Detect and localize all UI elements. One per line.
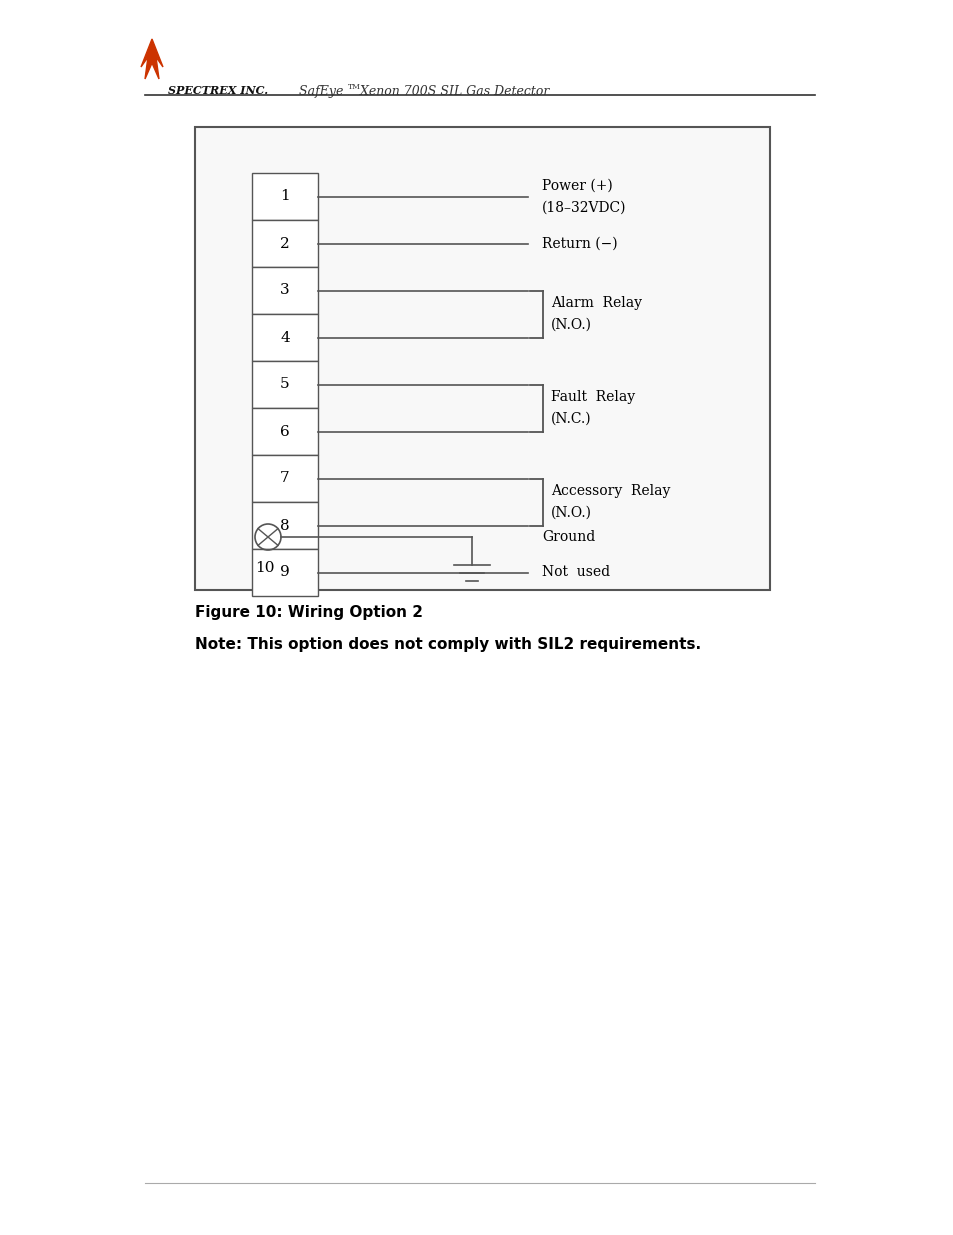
Text: (N.C.): (N.C.) bbox=[551, 412, 591, 426]
Text: Alarm  Relay: Alarm Relay bbox=[551, 296, 641, 310]
Text: 9: 9 bbox=[280, 566, 290, 579]
Text: Figure 10: Wiring Option 2: Figure 10: Wiring Option 2 bbox=[194, 605, 422, 620]
Text: Power (+): Power (+) bbox=[541, 179, 612, 193]
Text: Note: This option does not comply with SIL2 requirements.: Note: This option does not comply with S… bbox=[194, 637, 700, 652]
Text: 4: 4 bbox=[280, 331, 290, 345]
Bar bbox=[252, 173, 317, 220]
Bar bbox=[252, 408, 317, 454]
Text: 10: 10 bbox=[254, 561, 274, 576]
Text: 6: 6 bbox=[280, 425, 290, 438]
Text: Ground: Ground bbox=[541, 530, 595, 543]
Text: 7: 7 bbox=[280, 472, 290, 485]
Polygon shape bbox=[141, 40, 163, 79]
Text: Xenon 700S SIL Gas Detector: Xenon 700S SIL Gas Detector bbox=[355, 85, 549, 98]
Text: (N.O.): (N.O.) bbox=[551, 317, 592, 332]
Text: SPECTREX INC.: SPECTREX INC. bbox=[168, 85, 268, 96]
Text: 2: 2 bbox=[280, 236, 290, 251]
Bar bbox=[252, 550, 317, 597]
Bar bbox=[252, 220, 317, 267]
Text: 8: 8 bbox=[280, 519, 290, 532]
Text: Accessory  Relay: Accessory Relay bbox=[551, 484, 670, 498]
Bar bbox=[252, 454, 317, 501]
Text: TM: TM bbox=[348, 83, 360, 91]
Text: 3: 3 bbox=[280, 284, 290, 298]
Bar bbox=[252, 267, 317, 314]
Text: 5: 5 bbox=[280, 378, 290, 391]
Bar bbox=[252, 361, 317, 408]
Text: (N.O.): (N.O.) bbox=[551, 506, 592, 520]
Text: Return (−): Return (−) bbox=[541, 236, 617, 251]
Text: (18–32VDC): (18–32VDC) bbox=[541, 200, 626, 215]
Bar bbox=[252, 314, 317, 361]
Text: Not  used: Not used bbox=[541, 566, 610, 579]
Text: Fault  Relay: Fault Relay bbox=[551, 390, 635, 404]
Text: SafEye: SafEye bbox=[294, 85, 343, 98]
Text: 1: 1 bbox=[280, 189, 290, 204]
Bar bbox=[194, 127, 769, 590]
Bar bbox=[252, 501, 317, 550]
